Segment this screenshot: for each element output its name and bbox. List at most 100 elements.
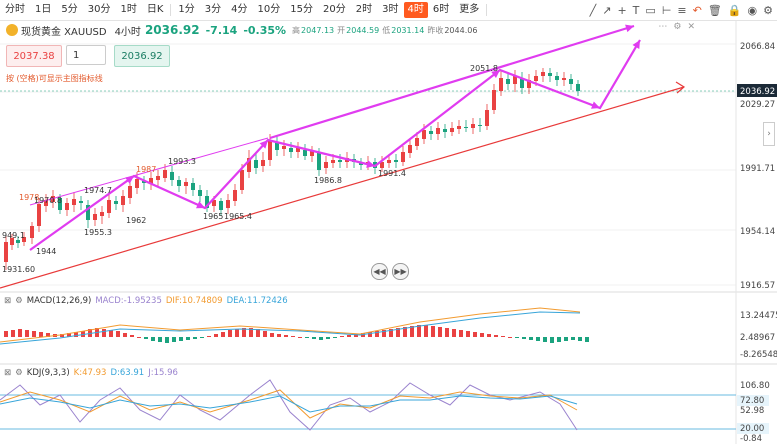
macd-axis-label: -8.26548	[740, 350, 777, 360]
timeframe-14[interactable]: 4时	[403, 2, 428, 18]
macd-histogram-bar	[158, 337, 162, 342]
candle-body	[534, 76, 538, 81]
upper-channel-line	[29, 137, 269, 206]
candle-body	[58, 198, 62, 210]
eye-icon[interactable]: ◉	[747, 3, 758, 17]
candle-body	[401, 152, 405, 162]
dots-icon[interactable]: ⋯	[658, 22, 668, 32]
axis-price-label: 2036.92	[740, 87, 775, 97]
macd-histogram-bar	[585, 337, 589, 342]
prev-close-label: 昨收	[427, 25, 444, 35]
macd-axis-label: 13.24475	[740, 311, 777, 321]
candle-body	[485, 110, 489, 126]
macd-histogram-bar	[347, 335, 351, 337]
candle-body	[331, 160, 335, 163]
timeframe-13[interactable]: 3时	[382, 4, 399, 15]
cross-tool-icon[interactable]: +	[617, 3, 627, 17]
quantity-input[interactable]: 1	[66, 45, 106, 65]
low-value: 2031.14	[391, 25, 425, 35]
timeframe-label[interactable]: 4小时	[114, 26, 141, 38]
macd-histogram-bar	[200, 337, 204, 338]
candle-body	[408, 145, 412, 153]
timeframe-6[interactable]: 1分	[178, 4, 195, 15]
scroll-back-button[interactable]: ◀◀	[371, 263, 388, 280]
candle-body	[436, 128, 440, 134]
annotation-arrow-head	[491, 70, 500, 79]
measure-tool-icon[interactable]: ⊢	[661, 3, 672, 17]
axis-price-label: 1954.14	[740, 227, 775, 237]
settings-icon[interactable]: ⚙	[15, 296, 23, 306]
macd-histogram-bar	[312, 337, 316, 339]
timeframe-5[interactable]: 日K	[146, 4, 164, 15]
ray-tool-icon[interactable]: ↗	[602, 3, 612, 17]
symbol-name[interactable]: 现货黄金 XAUUSD	[21, 26, 107, 38]
candle-body	[373, 162, 377, 168]
settings-icon[interactable]: ⚙	[763, 3, 773, 17]
toolbar-separator	[170, 4, 172, 16]
timeframe-3[interactable]: 30分	[87, 4, 111, 15]
undo-icon[interactable]: ↶	[692, 3, 702, 17]
expand-panel-button[interactable]: ›	[763, 122, 775, 146]
macd-histogram-bar	[74, 332, 78, 337]
gear-small-icon[interactable]: ⚙	[673, 22, 682, 32]
macd-histogram-bar	[494, 335, 498, 337]
timeframe-11[interactable]: 20分	[323, 4, 346, 15]
macd-histogram-bar	[529, 337, 533, 340]
timeframe-16[interactable]: 更多	[459, 4, 480, 15]
delete-icon[interactable]: 🗑	[707, 3, 722, 17]
macd-histogram-bar	[249, 328, 253, 337]
price-annotation-label: 1955.3	[84, 228, 112, 237]
fib-tool-icon[interactable]: ≡	[677, 3, 687, 17]
timeframe-12[interactable]: 2时	[355, 4, 373, 15]
macd-histogram-bar	[186, 337, 190, 340]
timeframe-4[interactable]: 1时	[120, 4, 137, 15]
candle-body	[387, 160, 391, 163]
candle-body	[37, 204, 41, 226]
timeframe-10[interactable]: 15分	[290, 4, 314, 15]
toolbar-separator	[486, 4, 488, 16]
axis-price-label: 2029.27	[740, 100, 775, 110]
candle-body	[247, 158, 251, 172]
macd-histogram-bar	[270, 333, 274, 337]
macd-histogram-bar	[417, 325, 421, 337]
timeframe-7[interactable]: 3分	[204, 4, 222, 15]
collapse-icon[interactable]: ⊠	[4, 368, 12, 378]
scroll-forward-button[interactable]: ▶▶	[392, 263, 409, 280]
line-tool-icon[interactable]: ╱	[589, 3, 597, 17]
j-line	[0, 379, 578, 431]
timeframe-1[interactable]: 1日	[35, 4, 52, 15]
buy-price-box[interactable]: 2036.92	[114, 45, 170, 67]
macd-histogram-bar	[263, 331, 267, 337]
macd-histogram-bar	[536, 337, 540, 341]
timeframe-0[interactable]: 分时	[5, 4, 25, 15]
sell-price-box[interactable]: 2037.38	[6, 45, 62, 67]
macd-histogram-bar	[242, 328, 246, 337]
candle-body	[422, 130, 426, 139]
close-icon[interactable]: ✕	[687, 22, 695, 32]
timeframe-15[interactable]: 6时	[432, 4, 450, 15]
timeframe-toolbar: 分时 1日 5分 30分 1时 日K 1分 3分 4分 10分 15分 20分 2时 3时 4时 6时 更多	[0, 0, 777, 21]
candle-body	[457, 126, 461, 129]
settings-icon[interactable]: ⚙	[15, 368, 23, 378]
macd-histogram-bar	[396, 328, 400, 337]
timeframe-9[interactable]: 10分	[257, 4, 281, 15]
drawing-tools: ╱ ↗ + T ▭ ⊢ ≡ ↶ 🗑 🔒 ◉ ⚙	[590, 0, 773, 20]
rect-tool-icon[interactable]: ▭	[645, 3, 656, 17]
lock-icon[interactable]: 🔒	[727, 3, 742, 17]
timeframe-8[interactable]: 4分	[231, 4, 248, 15]
macd-histogram-bar	[102, 329, 106, 337]
macd-histogram-bar	[305, 337, 309, 338]
candle-body	[16, 240, 20, 243]
collapse-icon[interactable]: ⊠	[4, 296, 12, 306]
timeframe-2[interactable]: 5分	[61, 4, 78, 15]
candle-body	[79, 201, 83, 203]
annotation-arrow-head	[125, 176, 134, 184]
macd-histogram-bar	[60, 334, 64, 337]
annotation-zigzag	[29, 39, 641, 251]
candle-body	[233, 190, 237, 201]
candle-body	[310, 150, 314, 156]
text-tool-icon[interactable]: T	[632, 3, 640, 17]
macd-histogram-bar	[25, 330, 29, 337]
open-value: 2044.59	[346, 25, 380, 35]
macd-histogram-bar	[284, 335, 288, 337]
